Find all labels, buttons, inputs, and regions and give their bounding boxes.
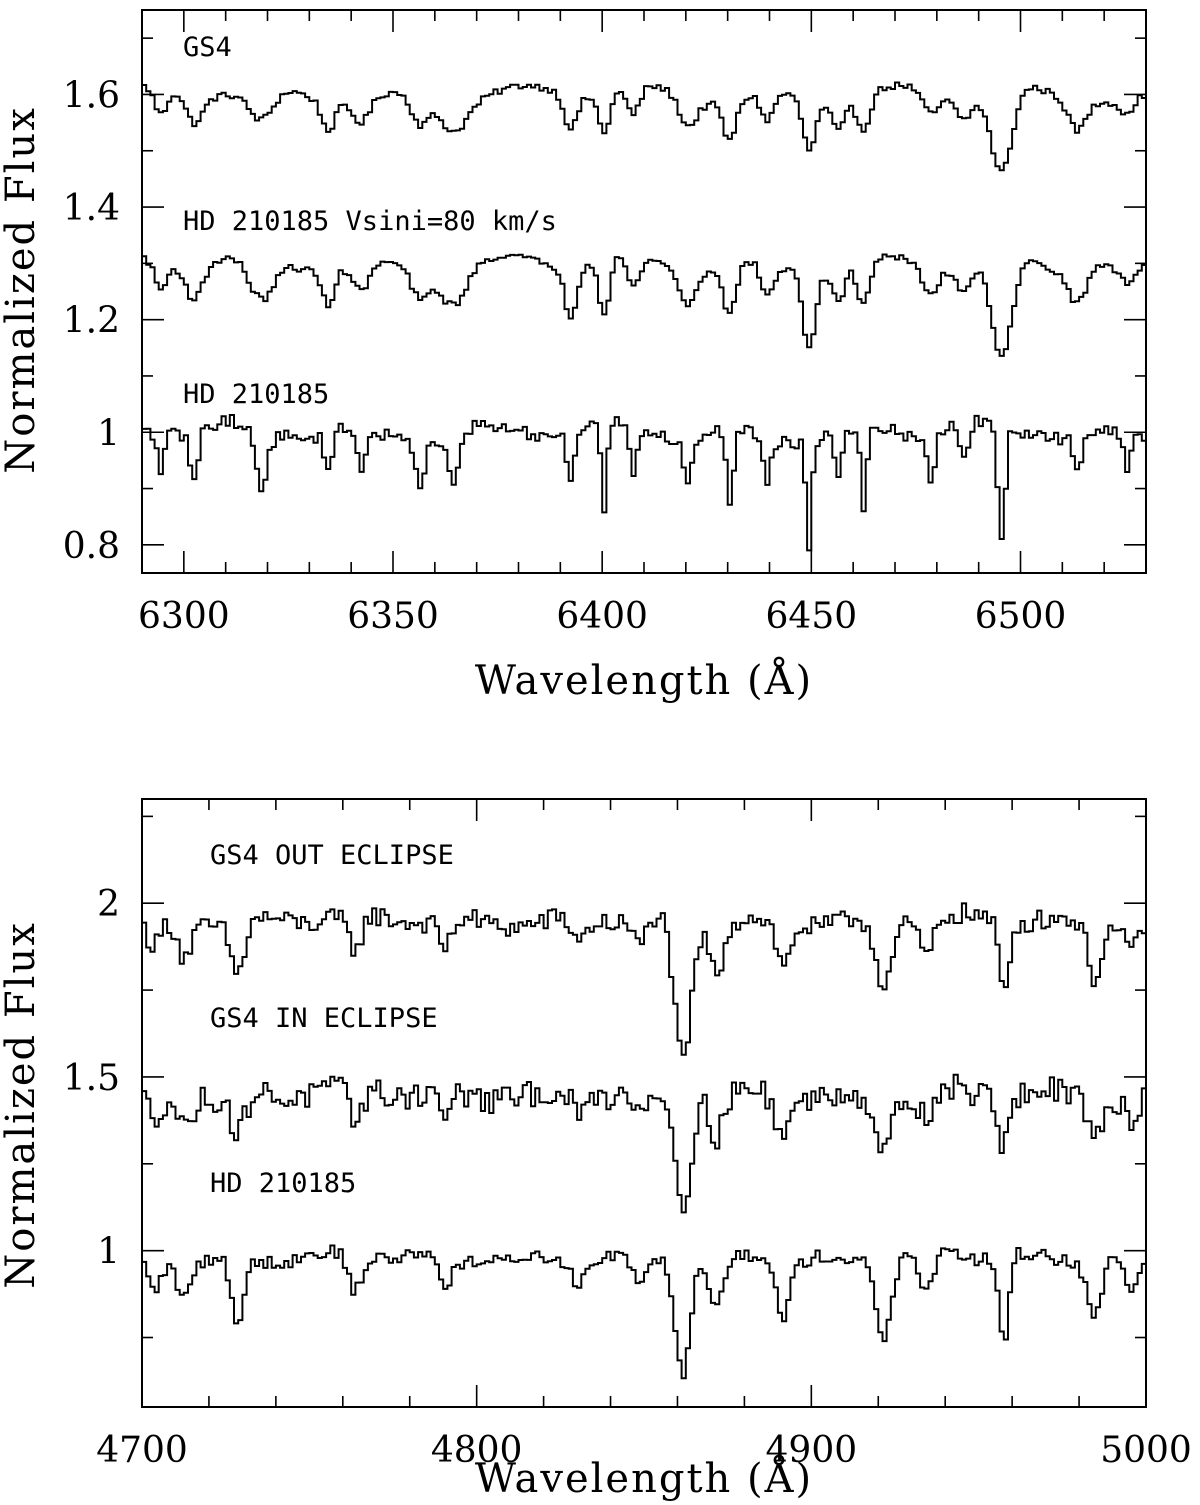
series-label-gs4-in-eclipse: GS4 IN ECLIPSE bbox=[210, 1003, 438, 1034]
y-tick-label: 1.4 bbox=[63, 188, 120, 229]
series-label-hd210185-vsini: HD 210185 Vsini=80 km/s bbox=[183, 206, 557, 237]
panel-top: 6300 6350 6400 6450 6500 0.8 1 1.2 1.4 1.6 GS4 H… bbox=[0, 9, 1147, 704]
series-label-hd210185-bottom: HD 210185 bbox=[210, 1168, 356, 1199]
plot-frame-bottom bbox=[141, 798, 1147, 1408]
series-label-gs4: GS4 bbox=[183, 32, 232, 63]
panel-bottom: 4700 4800 4900 5000 11.52 GS4 OUT ECLIPSE G… bbox=[0, 798, 1192, 1502]
x-tick-label: 4700 bbox=[96, 1430, 188, 1471]
series-label-gs4-out-eclipse: GS4 OUT ECLIPSE bbox=[210, 840, 454, 871]
spectrum-line bbox=[142, 1244, 1147, 1380]
y-tick-label: 1.5 bbox=[63, 1058, 120, 1099]
x-tick-label: 6300 bbox=[138, 596, 230, 637]
y-tick-label: 1 bbox=[97, 413, 120, 454]
y-tick-label: 0.8 bbox=[63, 526, 120, 567]
spectrum-line bbox=[142, 902, 1147, 1056]
axis-ticks-bottom bbox=[141, 799, 1147, 1407]
spectrum-line bbox=[142, 253, 1147, 357]
spectra-top bbox=[142, 81, 1147, 552]
y-tick-label: 2 bbox=[97, 884, 120, 925]
x-tick-labels-top: 6300 6350 6400 6450 6500 bbox=[138, 596, 1066, 637]
y-tick-label: 1.2 bbox=[63, 301, 120, 342]
y-axis-title-bottom: Normalized Flux bbox=[0, 921, 44, 1289]
x-tick-label: 6500 bbox=[975, 596, 1067, 637]
y-tick-label: 1.6 bbox=[63, 75, 120, 116]
y-tick-label: 1 bbox=[97, 1232, 120, 1273]
y-tick-labels-bottom: 11.52 bbox=[63, 884, 120, 1272]
series-label-hd210185-top: HD 210185 bbox=[183, 379, 329, 410]
x-tick-label: 4900 bbox=[766, 1430, 858, 1471]
spectrum-line bbox=[142, 81, 1147, 172]
spectrum-line bbox=[142, 1073, 1147, 1214]
y-tick-labels-top: 0.8 1 1.2 1.4 1.6 bbox=[63, 75, 120, 566]
x-tick-label: 6450 bbox=[766, 596, 858, 637]
x-axis-title-bottom: Wavelength (Å) bbox=[475, 1455, 813, 1502]
x-axis-title-top: Wavelength (Å) bbox=[475, 657, 813, 704]
x-tick-label: 5000 bbox=[1100, 1430, 1192, 1471]
y-axis-title-top: Normalized Flux bbox=[0, 106, 44, 474]
spectrum-line bbox=[142, 414, 1147, 552]
spectra-bottom bbox=[142, 902, 1147, 1380]
x-tick-label: 6400 bbox=[556, 596, 648, 637]
x-tick-label: 4800 bbox=[431, 1430, 523, 1471]
x-tick-labels-bottom: 4700 4800 4900 5000 bbox=[96, 1430, 1192, 1471]
axis-ticks-top bbox=[141, 10, 1147, 573]
x-tick-label: 6350 bbox=[347, 596, 439, 637]
